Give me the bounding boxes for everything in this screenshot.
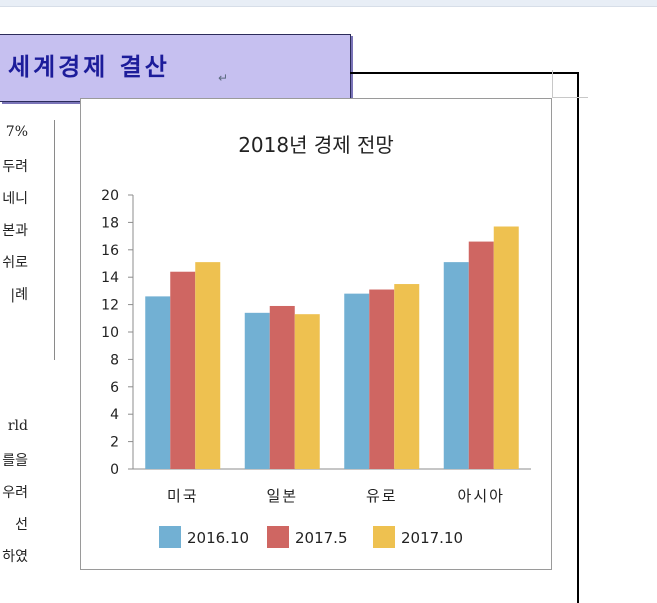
bar xyxy=(468,241,494,469)
section-title-banner: 세계경제 결산 ↵ xyxy=(0,34,351,102)
y-tick-label: 10 xyxy=(101,325,119,341)
bar xyxy=(145,296,171,469)
legend-label: 2017.10 xyxy=(401,529,463,547)
bar xyxy=(294,314,320,469)
body-text-fragment: 7% xyxy=(5,124,28,140)
bar xyxy=(269,305,295,469)
body-text-fragment: 쉬로 xyxy=(2,255,28,271)
y-tick-label: 0 xyxy=(110,462,119,478)
body-text-fragment: 두려 xyxy=(2,159,28,175)
y-tick-label: 2 xyxy=(110,435,119,451)
bar xyxy=(195,262,221,469)
bar xyxy=(344,293,370,469)
bar xyxy=(443,262,469,469)
body-text-fragment: 선 xyxy=(15,517,28,533)
x-tick-label: 일본 xyxy=(266,487,298,505)
body-text-fragment: 하였 xyxy=(2,549,28,565)
x-tick-label: 미국 xyxy=(167,487,199,505)
y-tick-label: 16 xyxy=(101,243,119,259)
legend-swatch xyxy=(159,526,181,548)
y-tick-label: 18 xyxy=(101,215,119,231)
margin-guide-horizontal xyxy=(552,97,588,98)
page-frame-right xyxy=(577,72,579,603)
margin-guide-vertical xyxy=(552,70,553,98)
y-tick-label: 4 xyxy=(110,407,119,423)
x-tick-label: 아시아 xyxy=(458,487,505,505)
body-text-fragment: 우려 xyxy=(2,485,28,501)
y-tick-label: 12 xyxy=(101,298,119,314)
bar xyxy=(394,284,420,469)
x-tick-label: 유로 xyxy=(366,487,398,505)
body-text-fragment: 본과 xyxy=(2,223,28,239)
y-tick-label: 8 xyxy=(110,352,119,368)
y-tick-label: 20 xyxy=(101,188,119,204)
legend-swatch xyxy=(267,526,289,548)
body-text-fragment: 네니 xyxy=(2,191,28,207)
bar xyxy=(493,226,519,469)
y-tick-label: 14 xyxy=(101,270,119,286)
legend-label: 2016.10 xyxy=(187,529,249,547)
bar xyxy=(170,271,196,469)
body-text-fragment: 를을 xyxy=(2,453,28,469)
bar xyxy=(369,289,395,469)
legend-label: 2017.5 xyxy=(295,529,348,547)
section-title: 세계경제 결산 xyxy=(8,52,170,81)
column-rule xyxy=(54,120,55,360)
bar-chart: 0 2 4 6 8 10 12 14 16 18 20 미국 일본 유로 아시아 2016.10 2017.5 2… xyxy=(101,188,531,548)
chart-object[interactable]: 2018년 경제 전망 0 2 4 6 8 10 12 14 16 18 20 미국 일본 유로 아시아 20… xyxy=(80,98,552,570)
page-frame-top xyxy=(350,72,578,74)
body-text-fragment: rld xyxy=(7,418,28,434)
legend-swatch xyxy=(373,526,395,548)
ruler-strip xyxy=(0,0,657,7)
bar xyxy=(244,312,270,469)
chart-title: 2018년 경제 전망 xyxy=(238,133,394,157)
y-tick-label: 6 xyxy=(110,380,119,396)
paragraph-mark-icon: ↵ xyxy=(218,71,229,85)
body-text-fragment: |례 xyxy=(10,287,28,303)
